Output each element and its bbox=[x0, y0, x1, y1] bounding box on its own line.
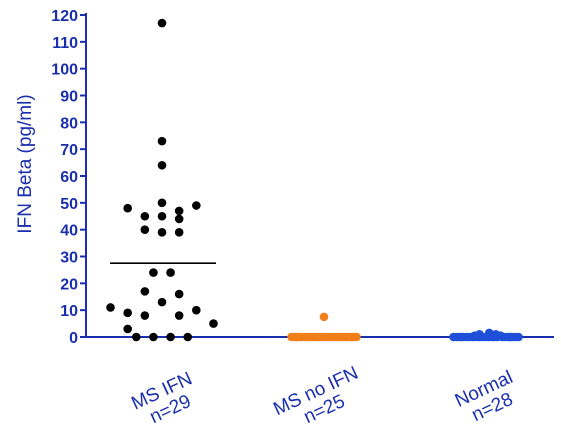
data-point-ms-ifn bbox=[166, 332, 175, 342]
y-tick-label: 10 bbox=[60, 303, 78, 320]
y-tick-label: 40 bbox=[60, 223, 78, 240]
data-point-ms-ifn bbox=[140, 211, 150, 221]
y-tick-label: 80 bbox=[60, 115, 78, 132]
y-tick-label: 110 bbox=[52, 35, 78, 52]
data-point-ms-ifn bbox=[157, 297, 167, 307]
data-point-normal bbox=[514, 332, 523, 342]
data-points bbox=[106, 18, 523, 342]
data-point-ms-ifn bbox=[157, 198, 167, 208]
data-point-ms-ifn bbox=[140, 225, 150, 234]
y-tick-label: 90 bbox=[60, 89, 78, 106]
y-axis: 0 10 20 30 40 50 60 70 80 90 100 110 120 bbox=[51, 8, 87, 347]
y-tick-label: 100 bbox=[51, 62, 78, 79]
data-point-ms-ifn bbox=[174, 311, 184, 320]
y-tick-label: 120 bbox=[51, 8, 78, 25]
data-point-normal bbox=[506, 332, 515, 342]
data-point-ms-ifn bbox=[140, 311, 150, 320]
y-axis-title: IFN Beta (pg/ml) bbox=[15, 94, 36, 233]
data-point-ms-ifn bbox=[149, 268, 158, 277]
data-point-ms-ifn bbox=[157, 136, 167, 146]
data-point-ms-ifn bbox=[157, 211, 167, 221]
y-tick-label: 50 bbox=[60, 196, 78, 213]
data-point-ms-ifn bbox=[174, 206, 184, 216]
data-point-ms-ifn bbox=[157, 160, 167, 170]
y-tick-label: 20 bbox=[60, 276, 78, 293]
data-point-ms-ifn bbox=[131, 332, 141, 342]
data-point-ms-no-ifn bbox=[319, 312, 329, 322]
y-tick-label: 60 bbox=[60, 169, 78, 186]
data-point-ms-ifn bbox=[123, 324, 132, 334]
y-tick-label: 0 bbox=[69, 330, 78, 347]
data-point-ms-ifn bbox=[192, 305, 201, 315]
data-point-ms-ifn bbox=[157, 228, 167, 237]
data-point-ms-ifn bbox=[209, 319, 218, 328]
data-point-ms-no-ifn bbox=[292, 332, 301, 342]
data-point-ms-ifn bbox=[174, 228, 184, 237]
data-point-ms-ifn bbox=[174, 214, 184, 224]
data-point-ms-no-ifn bbox=[314, 332, 324, 342]
data-point-ms-ifn bbox=[123, 203, 132, 213]
data-point-ms-ifn bbox=[192, 201, 201, 210]
data-point-ms-ifn bbox=[174, 289, 184, 299]
data-point-ms-ifn bbox=[166, 268, 175, 277]
data-point-ms-no-ifn bbox=[347, 332, 356, 342]
data-point-ms-ifn bbox=[157, 18, 167, 28]
data-point-ms-ifn bbox=[106, 303, 115, 312]
data-point-normal bbox=[457, 332, 466, 342]
data-point-ms-ifn bbox=[149, 332, 158, 342]
data-point-ms-ifn bbox=[183, 332, 193, 342]
y-tick-label: 30 bbox=[60, 250, 78, 267]
data-point-ms-ifn bbox=[123, 308, 132, 318]
y-tick-label: 70 bbox=[60, 142, 78, 159]
data-point-ms-ifn bbox=[140, 287, 150, 296]
